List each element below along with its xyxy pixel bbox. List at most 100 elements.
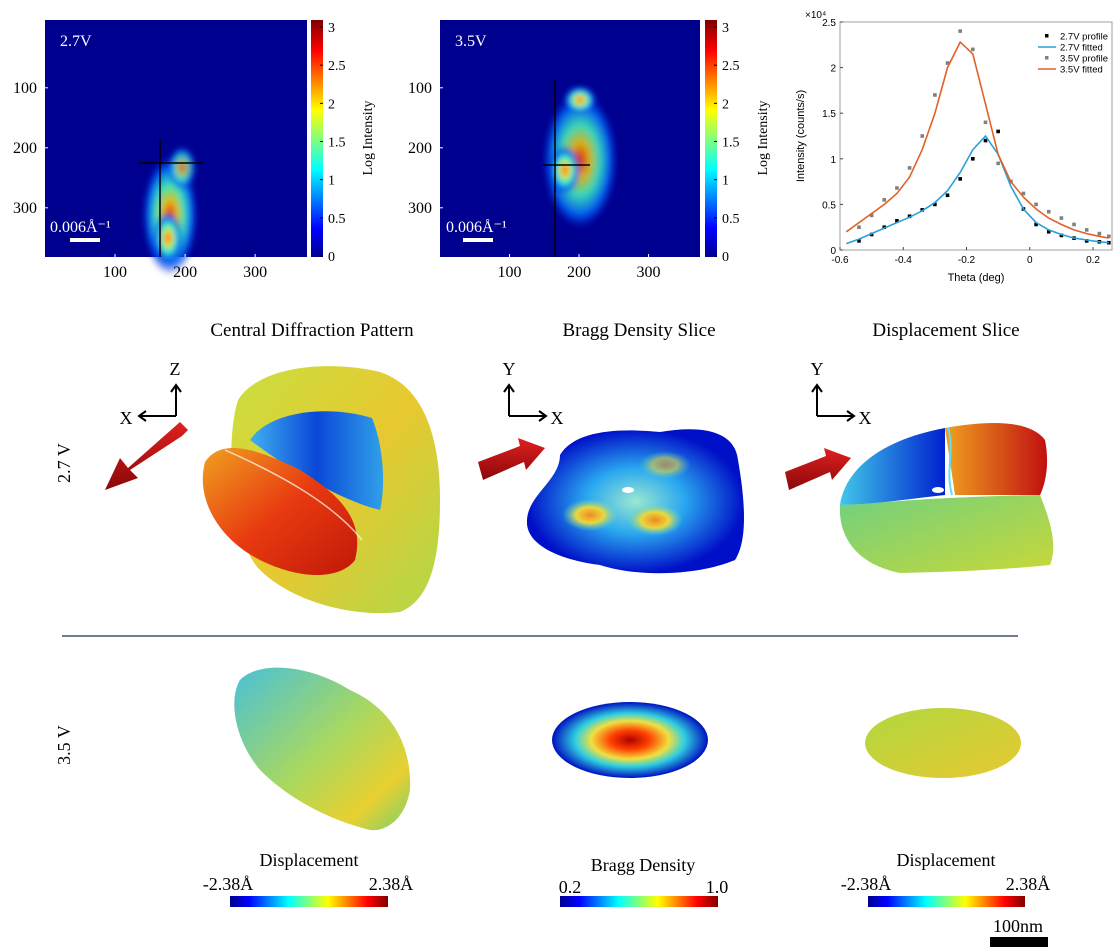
y-tick-label: 0.5 xyxy=(822,200,836,211)
x-tick-label: 100 xyxy=(103,264,127,281)
legend-label: 3.5V profile xyxy=(1060,54,1108,65)
data-point xyxy=(1098,232,1102,236)
heatmap-image xyxy=(45,20,307,275)
colorbar-tick-label: 0 xyxy=(722,250,729,265)
axis-glyph-label: X xyxy=(120,408,133,428)
colorbar-tick-label: 1 xyxy=(722,174,729,189)
colorbar-tick-label: 0 xyxy=(328,250,335,265)
heatmap-label: 3.5V xyxy=(455,33,487,50)
colorbar-tick-label: 1.5 xyxy=(722,136,740,151)
colorbar-tick-label: 3 xyxy=(722,21,729,36)
legend-label: 2.7V profile xyxy=(1060,32,1108,43)
render-3d xyxy=(203,366,440,613)
column-title: Bragg Density Slice xyxy=(562,320,715,341)
x-tick-label: 0.2 xyxy=(1086,255,1100,266)
data-point xyxy=(958,177,962,181)
data-point xyxy=(996,130,1000,134)
data-point xyxy=(984,121,988,125)
axis-glyph-label: X xyxy=(859,408,872,428)
colorbar xyxy=(311,20,323,257)
y-tick-label: 300 xyxy=(13,200,37,217)
colorbar-tick-label: 1 xyxy=(328,174,335,189)
data-point xyxy=(984,139,988,143)
y-tick-label: 2.5 xyxy=(822,18,836,29)
row-label: 3.5 V xyxy=(54,725,74,765)
figure: 2.7V 3.5V 0.006Å⁻¹ 0.006Å⁻¹ Log Intensit… xyxy=(0,0,1116,947)
data-point xyxy=(1072,223,1076,227)
colorbar xyxy=(705,20,717,257)
colorbar-tick-label: 0.5 xyxy=(328,212,346,227)
data-point xyxy=(946,193,950,197)
y-tick-label: 300 xyxy=(408,200,432,217)
colorbar-tick-label: 2 xyxy=(328,97,335,112)
x-tick-label: 200 xyxy=(567,264,591,281)
colorbar-min: 0.2 xyxy=(559,877,582,897)
data-point xyxy=(1047,210,1051,214)
colorbar xyxy=(230,896,388,907)
x-tick-label: 100 xyxy=(498,264,522,281)
colorbar-tick-label: 2 xyxy=(722,97,729,112)
x-tick-label: 0 xyxy=(1027,255,1033,266)
x-tick-label: -0.4 xyxy=(895,255,913,266)
legend-marker xyxy=(1045,56,1049,60)
render-3d xyxy=(234,668,1021,831)
column-title: Central Diffraction Pattern xyxy=(210,320,414,341)
data-point xyxy=(1060,216,1064,220)
colorbar-title: Bragg Density xyxy=(591,855,695,875)
data-point xyxy=(958,29,962,33)
colorbar-title: Displacement xyxy=(897,850,996,870)
legend-label: 2.7V fitted xyxy=(1060,43,1103,54)
x-axis-label: Theta (deg) xyxy=(948,272,1005,284)
data-point xyxy=(933,93,937,97)
colorbar-tick-label: 1.5 xyxy=(328,136,346,151)
y-tick-label: 0 xyxy=(830,246,836,257)
scale-bar-label: 0.006Å⁻¹ xyxy=(50,218,111,236)
x-tick-label: 200 xyxy=(173,264,197,281)
y-axis-label: Intensity (counts/s) xyxy=(795,90,807,182)
legend-label: 3.5V fitted xyxy=(1060,65,1103,76)
data-point xyxy=(996,162,1000,166)
colorbar-min: -2.38Å xyxy=(203,874,254,894)
colorbar-max: 1.0 xyxy=(706,877,729,897)
y-tick-label: 1.5 xyxy=(822,109,836,120)
data-point xyxy=(1085,228,1089,232)
x-tick-label: 300 xyxy=(243,264,267,281)
y-tick-label: 100 xyxy=(408,80,432,97)
x-tick-label: -0.2 xyxy=(958,255,976,266)
y-tick-label: 100 xyxy=(13,80,37,97)
axis-glyph-label: X xyxy=(551,408,564,428)
x-tick-label: 300 xyxy=(637,264,661,281)
colorbar-tick-label: 3 xyxy=(328,21,335,36)
render-3d xyxy=(527,429,744,573)
axis-glyph-label: Z xyxy=(170,359,181,379)
data-point xyxy=(1034,203,1038,207)
colorbar-label: Log Intensity xyxy=(756,100,771,175)
y-tick-label: 1 xyxy=(830,155,836,166)
data-point xyxy=(971,157,975,161)
colorbar-label: Log Intensity xyxy=(361,100,376,175)
y-tick-label: 200 xyxy=(408,140,432,157)
scale-bar-label: 100nm xyxy=(993,916,1043,936)
data-point xyxy=(920,134,924,138)
data-point xyxy=(882,198,886,202)
column-title: Displacement Slice xyxy=(872,320,1019,341)
axis-glyph-label: Y xyxy=(811,359,824,379)
colorbar-tick-label: 2.5 xyxy=(722,59,740,74)
render-3d xyxy=(840,423,1053,573)
legend-marker xyxy=(1045,34,1049,38)
heatmap-label: 2.7V xyxy=(60,33,92,50)
data-point xyxy=(908,166,912,170)
colorbar-max: 2.38Å xyxy=(369,874,414,894)
data-point xyxy=(895,186,899,190)
scale-bar-label: 0.006Å⁻¹ xyxy=(446,218,507,236)
colorbar-max: 2.38Å xyxy=(1006,874,1051,894)
row-label: 2.7 V xyxy=(54,443,74,483)
axis-glyph-label: Y xyxy=(503,359,516,379)
colorbar-tick-label: 0.5 xyxy=(722,212,740,227)
data-point xyxy=(971,48,975,52)
y-tick-label: 2 xyxy=(830,64,836,75)
colorbar-title: Displacement xyxy=(260,850,359,870)
colorbar xyxy=(868,896,1025,907)
colorbar-tick-label: 2.5 xyxy=(328,59,346,74)
y-tick-label: 200 xyxy=(13,140,37,157)
